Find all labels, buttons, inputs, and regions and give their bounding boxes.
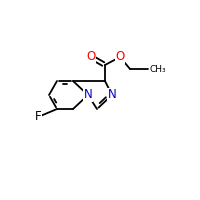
Text: O: O [115, 50, 125, 64]
Text: CH₃: CH₃ [150, 64, 167, 73]
Text: O: O [86, 50, 96, 64]
Text: N: N [108, 88, 116, 102]
Text: N: N [84, 88, 92, 102]
Text: F: F [35, 110, 41, 123]
